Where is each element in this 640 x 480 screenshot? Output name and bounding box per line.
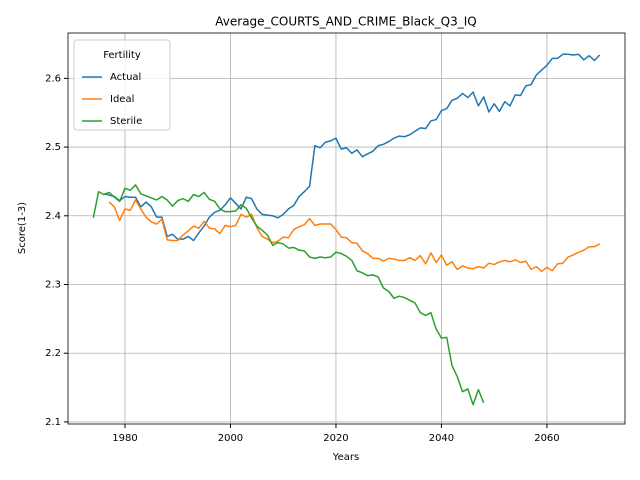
x-tick-label: 2020 xyxy=(323,433,348,444)
legend-box xyxy=(73,39,171,131)
line-series xyxy=(108,199,601,273)
x-axis-label: Years xyxy=(332,452,359,463)
y-tick-label: 2.4 xyxy=(45,211,61,222)
line-series xyxy=(92,184,485,406)
y-tick-label: 2.2 xyxy=(45,348,61,359)
x-tick-label: 2000 xyxy=(218,433,243,444)
axes-frame xyxy=(67,32,626,425)
y-tick-label: 2.5 xyxy=(45,142,61,153)
line-series xyxy=(103,53,601,242)
legend-label: Sterile xyxy=(110,116,142,127)
x-tick-label: 1980 xyxy=(112,433,137,444)
x-tick-label: 2040 xyxy=(429,433,454,444)
legend-label: Ideal xyxy=(110,94,134,105)
x-tick-label: 2060 xyxy=(534,433,559,444)
legend-title: Fertility xyxy=(103,50,141,61)
chart-title: Average_COURTS_AND_CRIME_Black_Q3_IQ xyxy=(215,15,476,29)
y-tick-label: 2.3 xyxy=(45,280,61,291)
y-tick-label: 2.1 xyxy=(45,417,61,428)
y-tick-label: 2.6 xyxy=(45,73,61,84)
y-axis-label: Score(1-3) xyxy=(17,202,28,254)
legend-label: Actual xyxy=(110,72,141,83)
